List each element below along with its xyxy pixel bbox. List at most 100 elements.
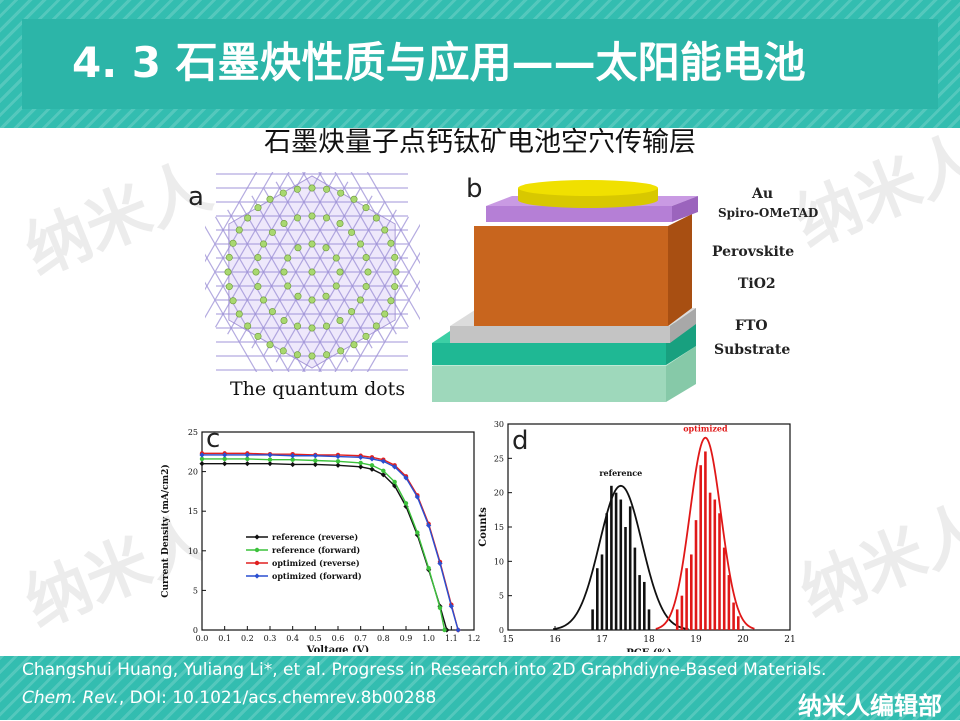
- x-tick-label: 1.0: [422, 634, 435, 643]
- lattice-atom: [266, 341, 274, 349]
- legend-marker: [254, 547, 260, 553]
- data-point: [267, 452, 273, 458]
- y-tick-label: 25: [188, 428, 198, 437]
- histogram-bar: [680, 595, 684, 630]
- x-tick-label: 21: [784, 635, 795, 645]
- lattice-atom: [235, 226, 243, 234]
- histogram-bar: [614, 492, 618, 630]
- journal-name: Chem. Rev.: [22, 688, 119, 708]
- x-tick-label: 19: [690, 635, 702, 645]
- data-point: [380, 472, 386, 478]
- lattice-atom: [293, 185, 301, 193]
- doi-text: , DOI: 10.1021/acs.chemrev.8b00288: [118, 688, 437, 708]
- lattice-atom: [280, 220, 288, 228]
- series-label: reference: [599, 468, 642, 478]
- y-axis-label: Current Density (mA/cm2): [160, 464, 171, 597]
- pce-histogram-chart: 15 16 17 18 19 20 21 0 5 10 15 20 25 30 PCE (%) Counts r…: [478, 420, 796, 652]
- lattice-line: [334, 172, 420, 321]
- lattice-atom: [387, 239, 395, 247]
- spiro-layer-front: [486, 206, 672, 222]
- lattice-line: [205, 172, 290, 319]
- lattice-atom: [308, 296, 316, 304]
- layer-label-fto: FTO: [735, 318, 768, 334]
- y-tick-label: 25: [494, 454, 504, 463]
- data-point: [414, 494, 420, 500]
- data-point: [442, 627, 447, 633]
- histogram-bar: [643, 581, 646, 630]
- lattice-atom: [322, 292, 330, 300]
- lattice-atom: [391, 283, 399, 291]
- lattice-atom: [294, 244, 302, 252]
- x-tick-label: 16: [549, 635, 561, 645]
- y-tick-label: 5: [193, 586, 198, 595]
- lattice-line: [251, 181, 349, 349]
- data-point: [448, 603, 454, 609]
- data-point: [199, 456, 205, 462]
- lattice-line: [227, 209, 322, 372]
- legend-label: optimized (forward): [272, 571, 362, 581]
- data-point: [222, 456, 227, 462]
- series-line: [202, 458, 446, 631]
- jv-curve-chart: 0.0 0.1 0.2 0.3 0.4 0.5 0.6 0.7 0.8 0.9 1.0 1.1 1.2 0…: [160, 428, 480, 652]
- lattice-atom: [364, 268, 372, 276]
- x-tick-label: 0.2: [241, 634, 254, 643]
- lattice-atom: [336, 268, 344, 276]
- series-label: optimized: [683, 424, 728, 434]
- lattice-atom: [348, 228, 356, 236]
- y-tick-label: 20: [188, 468, 198, 477]
- data-point: [392, 479, 397, 485]
- y-tick-label: 0: [193, 626, 198, 635]
- lattice-atom: [381, 226, 389, 234]
- y-tick-label: 5: [499, 592, 504, 601]
- lattice-atom: [279, 347, 287, 355]
- data-point: [381, 468, 386, 474]
- data-point: [369, 466, 375, 472]
- x-tick-label: 0.8: [377, 634, 390, 643]
- lattice-atom: [252, 268, 260, 276]
- x-tick-label: 18: [643, 635, 655, 645]
- lattice-atom: [280, 316, 288, 324]
- lattice-atom: [308, 212, 316, 220]
- fto-layer-front: [432, 343, 666, 365]
- layer-label-spiro: Spiro-OMeTAD: [718, 206, 819, 220]
- y-tick-label: 15: [188, 507, 198, 516]
- footer-background: [0, 656, 960, 720]
- lattice-atom: [350, 341, 358, 349]
- footer-doi-line: Chem. Rev., DOI: 10.1021/acs.chemrev.8b0…: [22, 688, 436, 708]
- lattice-atom: [244, 322, 252, 330]
- lattice-atom: [322, 322, 330, 330]
- lattice-atom: [362, 282, 370, 290]
- legend-marker: [254, 573, 260, 579]
- x-tick-label: 17: [596, 635, 608, 645]
- lattice-atom: [387, 297, 395, 305]
- histogram-bar: [699, 465, 702, 630]
- slide-subtitle: 石墨炔量子点钙钛矿电池空穴传输层: [264, 127, 696, 158]
- histogram-bar: [638, 575, 641, 630]
- lattice-atom: [294, 322, 302, 330]
- device-layer-diagram: [432, 180, 698, 402]
- legend-label: optimized (reverse): [272, 558, 360, 568]
- data-point: [290, 457, 295, 462]
- x-tick-label: 0.4: [286, 634, 299, 643]
- lattice-atom: [293, 351, 301, 359]
- histogram-bar: [647, 609, 651, 630]
- histogram-bar: [704, 451, 707, 630]
- x-tick-label: 0.7: [354, 634, 367, 643]
- spiro-layer-side: [672, 196, 698, 222]
- histogram-bar: [718, 513, 721, 630]
- lattice-atom: [284, 282, 292, 290]
- lattice-atom: [308, 324, 316, 332]
- lattice-atom: [308, 352, 316, 360]
- data-point: [415, 530, 420, 535]
- lattice-atom: [254, 282, 262, 290]
- x-tick-label: 0.1: [218, 634, 231, 643]
- au-electrode-top: [518, 180, 658, 196]
- data-point: [455, 627, 461, 633]
- y-tick-label: 10: [188, 547, 198, 556]
- lattice-atom: [308, 240, 316, 248]
- lattice-atom: [224, 268, 232, 276]
- histogram-bar: [605, 513, 608, 630]
- legend-marker: [254, 560, 260, 566]
- data-point: [437, 605, 443, 611]
- lattice-line: [366, 172, 420, 265]
